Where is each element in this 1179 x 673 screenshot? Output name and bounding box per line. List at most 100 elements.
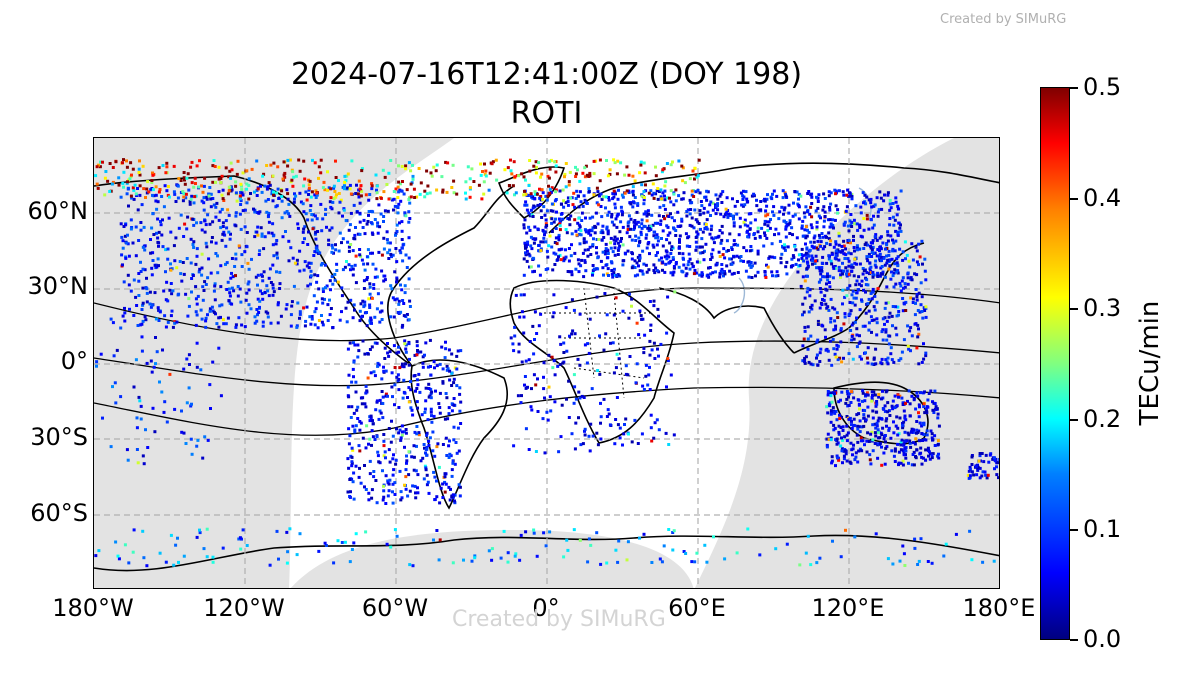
roti-point bbox=[889, 234, 893, 238]
roti-point bbox=[894, 270, 898, 274]
roti-point bbox=[677, 194, 681, 198]
roti-point bbox=[917, 362, 921, 366]
roti-point bbox=[877, 393, 881, 396]
roti-point bbox=[245, 311, 249, 315]
roti-point bbox=[888, 334, 892, 338]
roti-point bbox=[716, 202, 720, 206]
roti-point bbox=[893, 249, 897, 253]
roti-point bbox=[601, 231, 605, 235]
roti-point bbox=[597, 238, 601, 241]
roti-point bbox=[906, 276, 910, 280]
roti-point bbox=[849, 213, 853, 216]
roti-point bbox=[553, 241, 557, 244]
roti-point bbox=[340, 294, 344, 298]
roti-point bbox=[409, 388, 413, 392]
roti-point bbox=[869, 241, 873, 245]
roti-point bbox=[581, 251, 585, 255]
roti-point bbox=[937, 456, 941, 460]
roti-point bbox=[183, 182, 187, 186]
roti-point bbox=[393, 528, 397, 532]
roti-point bbox=[159, 223, 163, 227]
roti-point bbox=[267, 294, 271, 298]
roti-point bbox=[720, 201, 724, 204]
roti-point bbox=[234, 211, 238, 215]
roti-point bbox=[452, 397, 456, 400]
lat-label-60s: 60°S bbox=[30, 499, 88, 527]
roti-point bbox=[365, 222, 369, 226]
roti-point bbox=[324, 213, 327, 216]
roti-point bbox=[523, 189, 526, 193]
roti-point bbox=[422, 443, 426, 446]
roti-point bbox=[529, 235, 533, 239]
roti-point bbox=[354, 424, 358, 428]
roti-point bbox=[221, 221, 225, 225]
roti-point bbox=[801, 254, 805, 258]
roti-point bbox=[887, 428, 891, 432]
roti-point bbox=[758, 553, 762, 557]
roti-point bbox=[666, 225, 670, 229]
roti-point bbox=[825, 261, 829, 265]
roti-point bbox=[883, 322, 886, 326]
magnetic-line-north bbox=[94, 287, 999, 342]
roti-point bbox=[141, 319, 145, 323]
roti-point bbox=[409, 182, 413, 186]
roti-point bbox=[622, 432, 626, 436]
roti-point bbox=[918, 310, 922, 314]
roti-point bbox=[655, 269, 659, 273]
roti-point bbox=[815, 340, 819, 344]
roti-point bbox=[204, 316, 208, 320]
lat-label-30s: 30°S bbox=[30, 423, 88, 451]
roti-point bbox=[684, 266, 688, 270]
roti-point bbox=[396, 205, 400, 209]
roti-point bbox=[802, 211, 806, 215]
roti-point bbox=[714, 236, 718, 240]
roti-point bbox=[803, 279, 807, 283]
roti-point bbox=[591, 269, 595, 273]
roti-point bbox=[695, 260, 699, 264]
roti-point bbox=[287, 202, 291, 206]
roti-point bbox=[564, 255, 568, 259]
roti-point bbox=[263, 184, 267, 188]
roti-point bbox=[837, 424, 841, 428]
roti-point bbox=[937, 424, 941, 428]
roti-point bbox=[622, 259, 626, 263]
roti-point bbox=[615, 396, 619, 399]
roti-point bbox=[151, 171, 154, 175]
roti-point bbox=[136, 208, 140, 212]
roti-point bbox=[930, 436, 934, 440]
roti-point bbox=[112, 354, 116, 358]
roti-point bbox=[583, 427, 587, 431]
roti-point bbox=[326, 303, 330, 307]
roti-point bbox=[95, 165, 99, 169]
roti-point bbox=[520, 394, 523, 398]
roti-point bbox=[398, 428, 402, 432]
roti-point bbox=[268, 183, 272, 187]
roti-point bbox=[886, 362, 890, 366]
roti-point bbox=[633, 219, 637, 222]
roti-point bbox=[395, 280, 398, 284]
roti-point bbox=[129, 175, 133, 179]
roti-point bbox=[805, 260, 809, 264]
roti-point bbox=[255, 230, 259, 234]
roti-point bbox=[611, 341, 615, 345]
roti-point bbox=[259, 184, 262, 188]
roti-point bbox=[862, 416, 866, 420]
roti-point bbox=[853, 257, 857, 261]
roti-point bbox=[613, 242, 617, 246]
roti-point bbox=[877, 395, 881, 399]
roti-point bbox=[296, 301, 300, 305]
roti-point bbox=[399, 498, 403, 502]
roti-point bbox=[260, 292, 264, 296]
roti-point bbox=[732, 255, 736, 259]
roti-point bbox=[612, 313, 616, 317]
roti-point bbox=[372, 370, 376, 374]
roti-point bbox=[926, 405, 930, 409]
roti-point bbox=[574, 397, 578, 401]
roti-point bbox=[526, 385, 529, 389]
roti-point bbox=[397, 377, 401, 381]
roti-point bbox=[304, 190, 308, 194]
roti-point bbox=[347, 466, 351, 470]
roti-point bbox=[195, 365, 199, 369]
roti-point bbox=[625, 165, 629, 169]
roti-point bbox=[375, 184, 379, 188]
